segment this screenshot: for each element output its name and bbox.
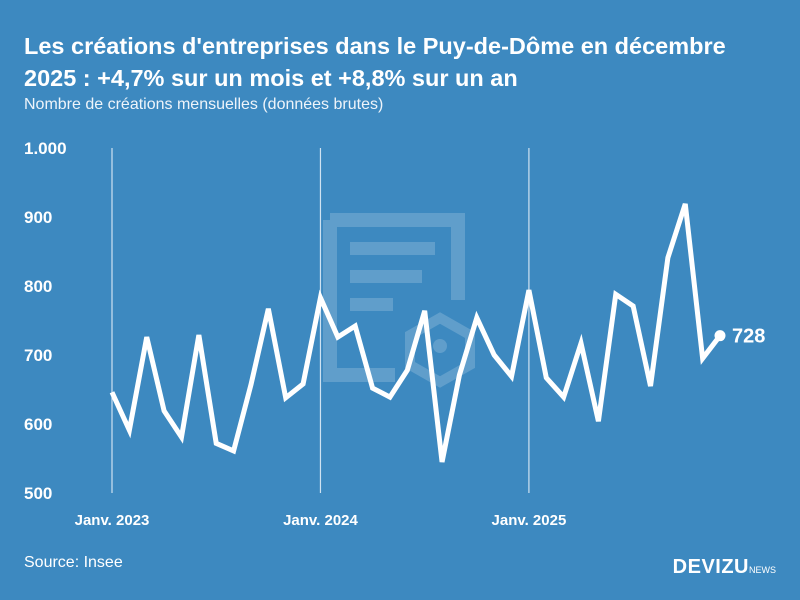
y-tick-label: 600 [24, 415, 52, 434]
x-tick-label: Janv. 2025 [492, 512, 567, 529]
chart-title: Les créations d'entreprises dans le Puy-… [24, 33, 726, 91]
series-line [109, 203, 722, 463]
brand-suffix: NEWS [749, 565, 776, 575]
y-tick-label: 800 [24, 277, 52, 296]
y-tick-label: 900 [24, 208, 52, 227]
y-tick-label: 700 [24, 346, 52, 365]
data-point [714, 330, 726, 342]
x-tick-label: Janv. 2023 [75, 512, 150, 529]
chart-subtitle: Nombre de créations mensuelles (données … [24, 96, 384, 113]
source-note: Source: Insee [24, 554, 123, 571]
brand-name: DEVIZU [672, 556, 749, 578]
last-value-label: 728 [732, 326, 765, 348]
x-tick-label: Janv. 2024 [283, 512, 358, 529]
y-tick-label: 1.000 [24, 139, 67, 158]
brand-logo: DEVIZUNEWS [673, 556, 776, 579]
y-tick-label: 500 [24, 484, 52, 503]
